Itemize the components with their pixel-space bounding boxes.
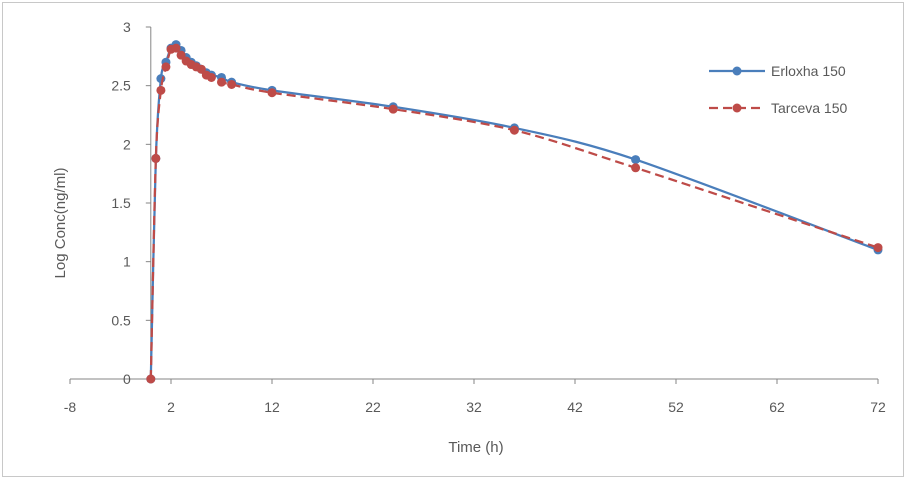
- data-point: [388, 104, 398, 114]
- x-tick-label: 22: [365, 399, 381, 415]
- legend-label: Tarceva 150: [771, 100, 847, 116]
- x-axis-title: Time (h): [448, 439, 503, 456]
- legend-item-2: Tarceva 150: [709, 100, 847, 116]
- y-axis-title: Log Conc(ng/ml): [52, 168, 69, 279]
- x-tick-label: 12: [264, 399, 280, 415]
- data-point: [873, 243, 883, 253]
- y-tick-label: 2: [123, 136, 131, 152]
- data-point: [196, 64, 206, 74]
- series-1: [146, 40, 883, 384]
- series-2: [146, 43, 883, 384]
- x-tick-label: 62: [769, 399, 785, 415]
- data-point: [171, 43, 181, 53]
- series-line: [149, 46, 879, 380]
- data-point: [156, 85, 166, 95]
- data-point: [206, 72, 216, 82]
- x-tick-label: 72: [870, 399, 886, 415]
- data-point: [176, 50, 186, 60]
- legend-marker: [732, 66, 742, 76]
- data-point: [227, 79, 237, 89]
- line-chart: 0 0.5 1 1.5 2 2.5 3 -8 2 12 22 32 42 52 62 72 Erloxha 1…: [52, 19, 886, 456]
- x-tick-label: 52: [668, 399, 684, 415]
- y-tick-label: 3: [123, 19, 131, 35]
- series-layer: [146, 40, 883, 384]
- data-point: [267, 88, 277, 98]
- data-point: [146, 374, 156, 384]
- x-tick-label: 42: [567, 399, 583, 415]
- data-point: [509, 125, 519, 135]
- y-tick-label: 0: [123, 371, 131, 387]
- x-tick-label: 32: [466, 399, 482, 415]
- y-tick-label: 0.5: [111, 312, 131, 328]
- x-tick-label: -8: [64, 399, 77, 415]
- data-point: [161, 62, 171, 72]
- data-point: [631, 163, 641, 173]
- y-tick-label: 1.5: [111, 195, 131, 211]
- y-tick-label: 1: [123, 254, 131, 270]
- x-tick-label: 2: [167, 399, 175, 415]
- data-point: [151, 153, 161, 163]
- data-point: [217, 77, 226, 87]
- axes: 0 0.5 1 1.5 2 2.5 3 -8 2 12 22 32 42 52 62 72: [64, 19, 886, 415]
- legend-marker: [732, 103, 742, 113]
- legend-item-1: Erloxha 150: [709, 63, 846, 79]
- legend-label: Erloxha 150: [771, 63, 846, 79]
- data-point: [156, 74, 166, 84]
- y-tick-label: 2.5: [111, 78, 131, 94]
- legend: Erloxha 150 Tarceva 150: [709, 63, 847, 116]
- data-point: [631, 155, 641, 165]
